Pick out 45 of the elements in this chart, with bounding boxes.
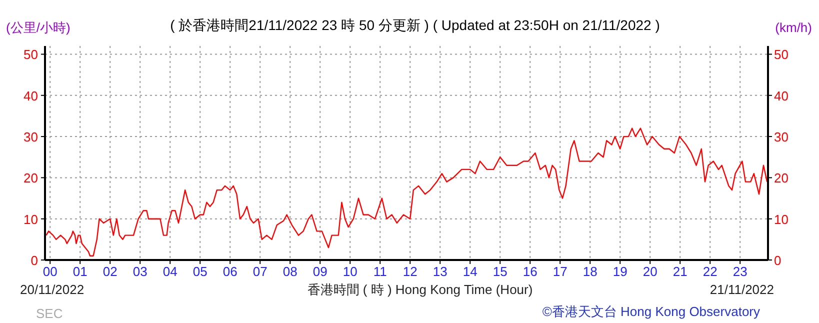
x-tick-label: 03 — [132, 264, 148, 279]
text: ©香港天文台 Hong Kong Observatory — [542, 304, 760, 319]
x-tick-label: 11 — [373, 264, 387, 279]
line-series — [46, 128, 768, 256]
y-tick-label: 0 — [30, 253, 38, 268]
x-tick-label: 23 — [732, 264, 748, 279]
y-tick-label: 20 — [24, 170, 38, 186]
text: SEC — [36, 306, 63, 321]
y-tick-label: 50 — [24, 47, 38, 62]
x-tick-label: 08 — [282, 264, 298, 279]
x-tick-label: 02 — [102, 264, 118, 279]
y-axis-title: (公里/小時) — [6, 20, 70, 35]
x-tick-label: 07 — [252, 264, 268, 279]
x-axis-title: 香港時間 ( 時 ) Hong Kong Time (Hour) — [307, 282, 533, 297]
x-tick-label: 15 — [492, 264, 508, 279]
y-tick-label: 10 — [24, 212, 38, 227]
x-tick-label: 17 — [552, 264, 568, 279]
y2-tick-label: 0 — [774, 253, 782, 268]
x-tick-label: 20 — [642, 264, 658, 279]
x-tick-label: 21 — [672, 264, 688, 279]
x-tick-label: 14 — [462, 264, 478, 279]
y2-tick-label: 50 — [774, 47, 788, 62]
x-tick-label: 04 — [162, 264, 178, 279]
x-tick-label: 01 — [72, 264, 88, 279]
x-tick-label: 13 — [432, 264, 448, 279]
x-tick-label: 09 — [312, 264, 328, 279]
x-tick-label: 10 — [342, 264, 358, 279]
y2-tick-label: 40 — [774, 88, 788, 104]
chart-title: ( 於香港時間21/11/2022 23 時 50 分更新 ) ( Updated at 23:50H on 21/11/2022 ) — [170, 17, 660, 33]
x-tick-label: 16 — [522, 264, 538, 279]
y-tick-label: 30 — [24, 130, 38, 145]
y2-axis-title: (km/h) — [775, 20, 812, 35]
y2-tick-label: 30 — [774, 130, 788, 145]
x-tick-label: 12 — [402, 264, 418, 279]
x-tick-label: 22 — [702, 264, 718, 279]
text: 20/11/2022 — [20, 282, 84, 297]
y2-tick-label: 10 — [774, 212, 788, 227]
y-tick-label: 40 — [24, 88, 38, 104]
x-tick-label: 05 — [192, 264, 208, 279]
x-tick-label: 18 — [582, 264, 598, 279]
text: 21/11/2022 — [710, 282, 774, 297]
x-tick-label: 19 — [612, 264, 628, 279]
x-tick-label: 00 — [42, 264, 58, 279]
y2-tick-label: 20 — [774, 170, 788, 186]
x-tick-label: 06 — [222, 264, 238, 279]
